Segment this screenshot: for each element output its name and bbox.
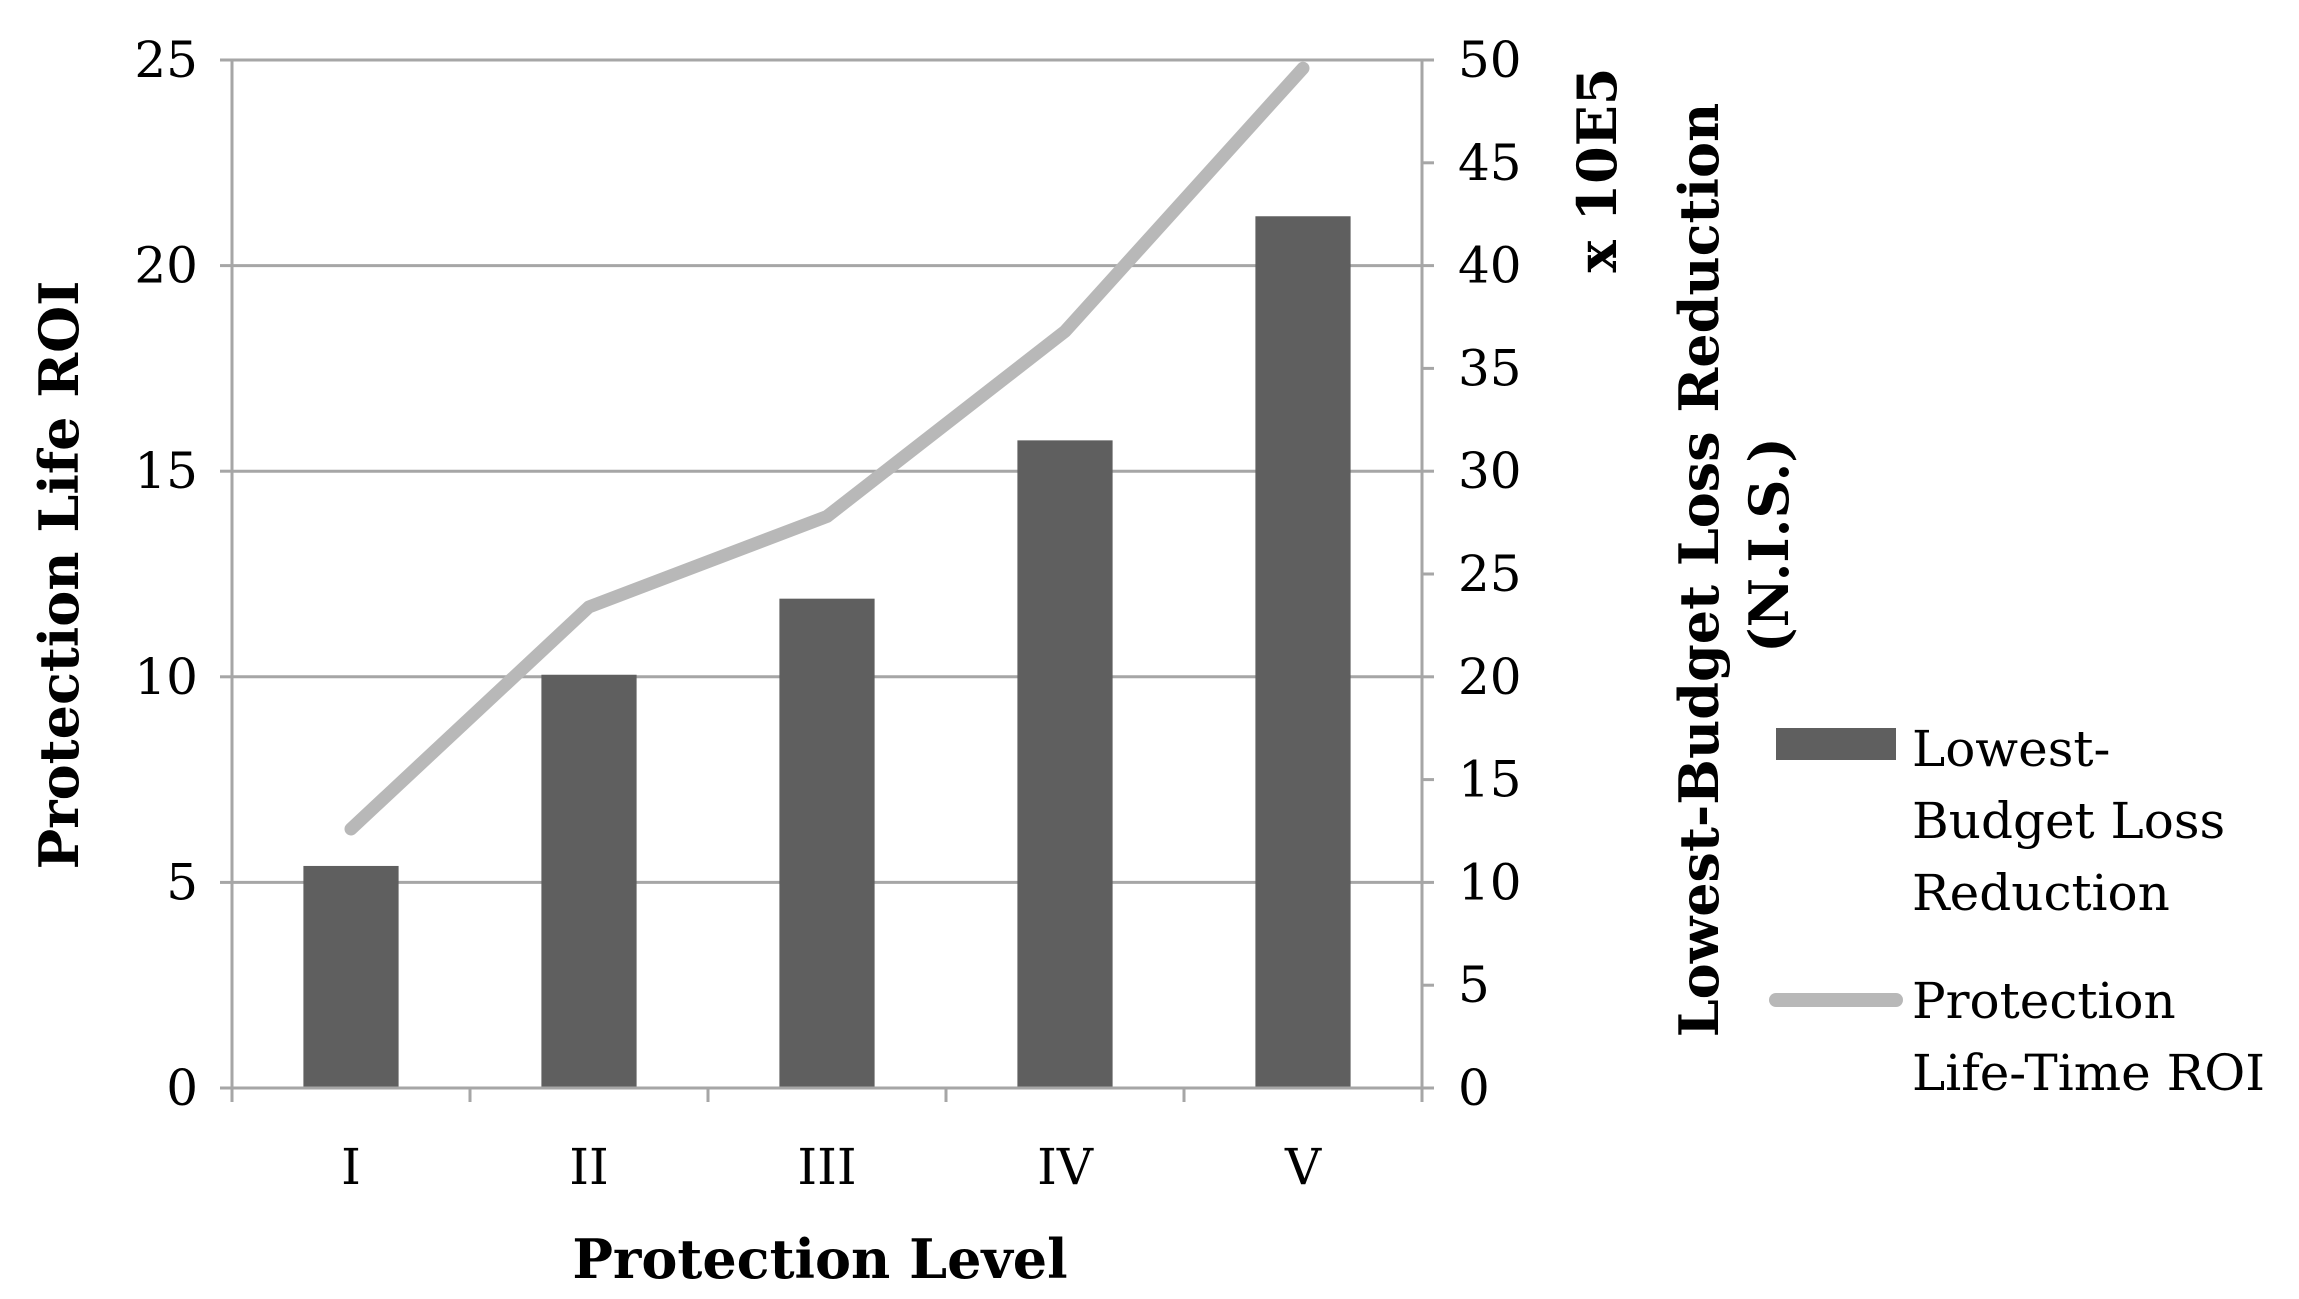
legend-label-bar-line3: Reduction [1912,864,2170,922]
left-axis-ticks: 0 5 10 15 20 25 [134,31,232,1117]
left-axis-title: Protection Life ROI [27,281,91,870]
x-tick-label-IV: IV [1037,1138,1094,1196]
bar-III [779,598,875,1088]
legend-label-bar-line2: Budget Loss [1912,792,2225,850]
left-tick-label: 25 [134,31,198,89]
bar-IV [1017,440,1113,1088]
bar-II [541,674,637,1088]
legend-label-line-line2: Life-Time ROI [1912,1044,2265,1102]
right-axis-title-line2: (N.I.S.) [1737,437,1801,653]
roi-point-III [826,515,828,518]
bar-I [303,865,399,1088]
roi-point-V [1302,67,1304,70]
left-tick-label: 5 [166,853,198,911]
roi-point-II [588,605,590,608]
legend-label-line-line1: Protection [1912,972,2176,1030]
right-tick-label: 45 [1458,134,1522,192]
x-tick-label-V: V [1284,1138,1322,1196]
right-tick-label: 10 [1458,853,1522,911]
bar-V [1255,216,1351,1089]
right-tick-label: 30 [1458,442,1522,500]
right-axis-ticks: 0 5 10 15 20 25 30 35 40 45 50 [1422,31,1522,1117]
x-tick-label-I: I [341,1138,361,1196]
gridlines [232,58,1422,884]
right-tick-label: 35 [1458,339,1522,397]
right-axis-multiplier: x 10E5 [1565,68,1629,273]
right-tick-label: 50 [1458,31,1522,89]
legend: Lowest- Budget Loss Reduction Protection… [1769,720,2265,1102]
right-tick-label: 15 [1458,751,1522,809]
right-tick-label: 40 [1458,237,1522,295]
right-tick-label: 5 [1458,956,1490,1014]
right-tick-label: 0 [1458,1059,1490,1117]
legend-label-bar-line1: Lowest- [1912,720,2110,778]
right-tick-label: 20 [1458,648,1522,706]
x-tick-label-II: II [569,1138,609,1196]
legend-swatch-bar [1776,728,1896,760]
x-axis-title: Protection Level [572,1227,1067,1291]
left-tick-label: 0 [166,1059,198,1117]
left-tick-label: 20 [134,237,198,295]
x-tick-label-III: III [797,1138,856,1196]
roi-point-IV [1064,330,1066,333]
right-tick-label: 25 [1458,545,1522,603]
bar-series [303,216,1351,1089]
x-axis-ticks: I II III IV V [230,1088,1424,1196]
left-tick-label: 15 [134,442,198,500]
left-tick-label: 10 [134,648,198,706]
roi-point-I [350,827,352,830]
right-axis-title-line1: Lowest-Budget Loss Reduction [1667,103,1731,1038]
line-series [344,61,1310,836]
